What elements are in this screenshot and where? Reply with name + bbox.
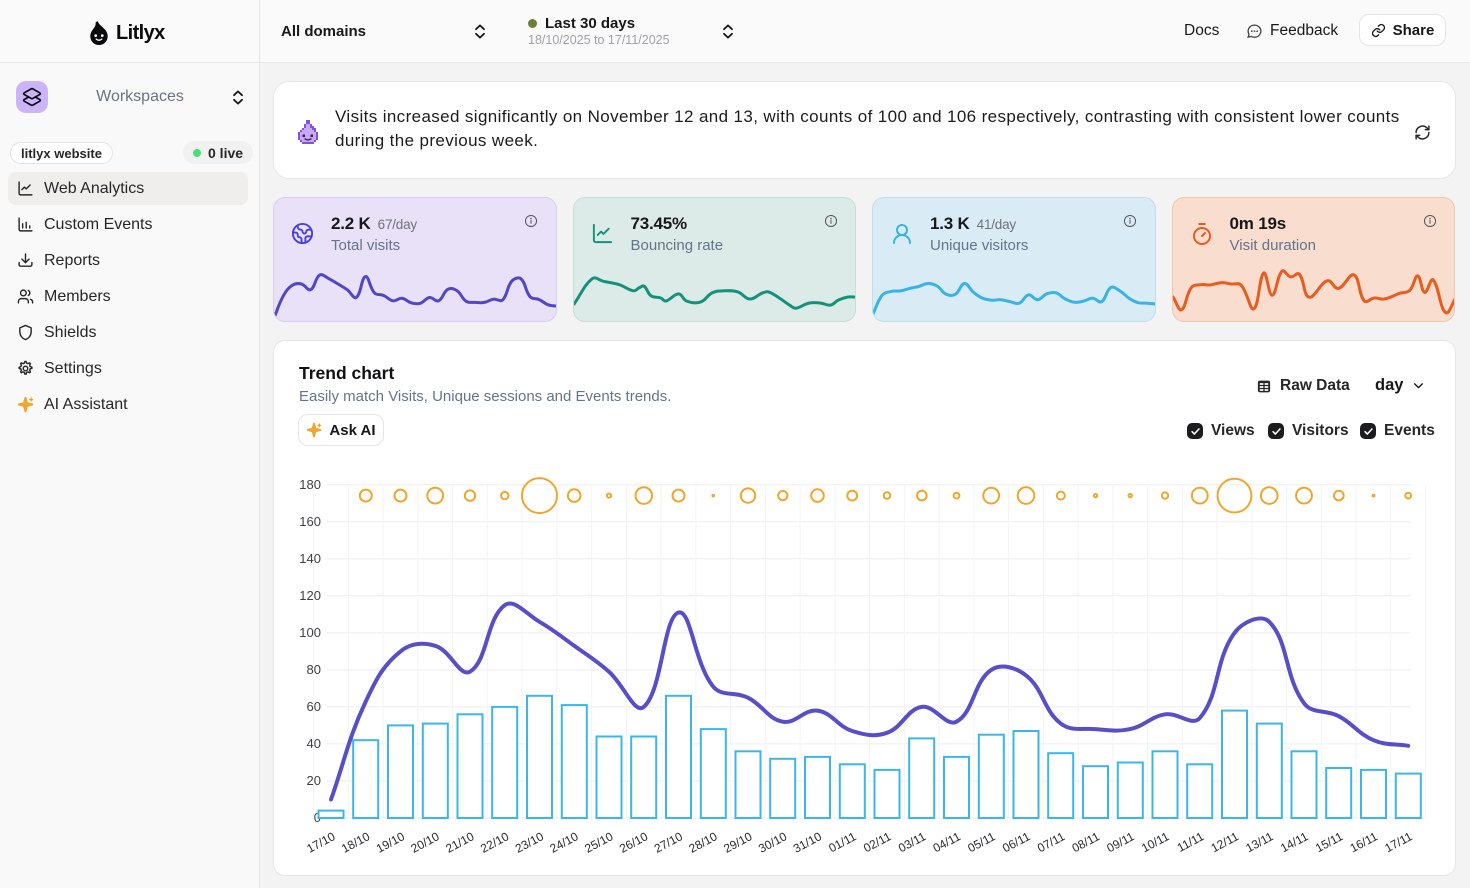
svg-text:10/11: 10/11 <box>1139 829 1172 855</box>
svg-text:03/11: 03/11 <box>896 829 929 855</box>
svg-text:15/11: 15/11 <box>1313 829 1346 855</box>
svg-text:05/11: 05/11 <box>965 829 998 855</box>
svg-text:24/10: 24/10 <box>548 829 581 856</box>
svg-text:120: 120 <box>299 588 321 603</box>
svg-text:04/11: 04/11 <box>931 829 964 855</box>
svg-text:23/10: 23/10 <box>513 829 546 856</box>
svg-text:100: 100 <box>299 625 321 640</box>
svg-text:13/11: 13/11 <box>1243 829 1276 855</box>
svg-text:14/11: 14/11 <box>1278 829 1311 855</box>
svg-text:17/10: 17/10 <box>304 829 337 856</box>
svg-text:26/10: 26/10 <box>617 829 650 856</box>
svg-text:16/11: 16/11 <box>1348 829 1381 855</box>
svg-text:19/10: 19/10 <box>374 829 407 856</box>
svg-text:11/11: 11/11 <box>1175 829 1207 855</box>
svg-text:80: 80 <box>307 662 321 677</box>
svg-text:40: 40 <box>307 736 321 751</box>
svg-text:12/11: 12/11 <box>1209 829 1242 855</box>
svg-text:20: 20 <box>307 773 321 788</box>
svg-text:18/10: 18/10 <box>339 829 372 856</box>
svg-text:22/10: 22/10 <box>478 829 511 856</box>
svg-text:08/11: 08/11 <box>1070 829 1103 855</box>
svg-text:09/11: 09/11 <box>1104 829 1137 855</box>
svg-text:140: 140 <box>299 551 321 566</box>
svg-text:07/11: 07/11 <box>1035 829 1068 855</box>
svg-text:25/10: 25/10 <box>582 829 615 856</box>
svg-text:160: 160 <box>299 514 321 529</box>
svg-text:02/11: 02/11 <box>861 829 894 855</box>
svg-text:29/10: 29/10 <box>721 829 754 856</box>
svg-text:180: 180 <box>299 477 321 492</box>
svg-text:01/11: 01/11 <box>826 829 859 855</box>
svg-text:27/10: 27/10 <box>652 829 685 856</box>
svg-text:0: 0 <box>314 810 321 825</box>
svg-text:20/10: 20/10 <box>409 829 442 856</box>
svg-text:17/11: 17/11 <box>1382 829 1415 855</box>
svg-text:30/10: 30/10 <box>756 829 789 856</box>
svg-text:06/11: 06/11 <box>1000 829 1033 855</box>
svg-text:31/10: 31/10 <box>791 829 824 856</box>
svg-text:60: 60 <box>307 699 321 714</box>
svg-text:28/10: 28/10 <box>687 829 720 856</box>
svg-text:21/10: 21/10 <box>443 829 476 856</box>
